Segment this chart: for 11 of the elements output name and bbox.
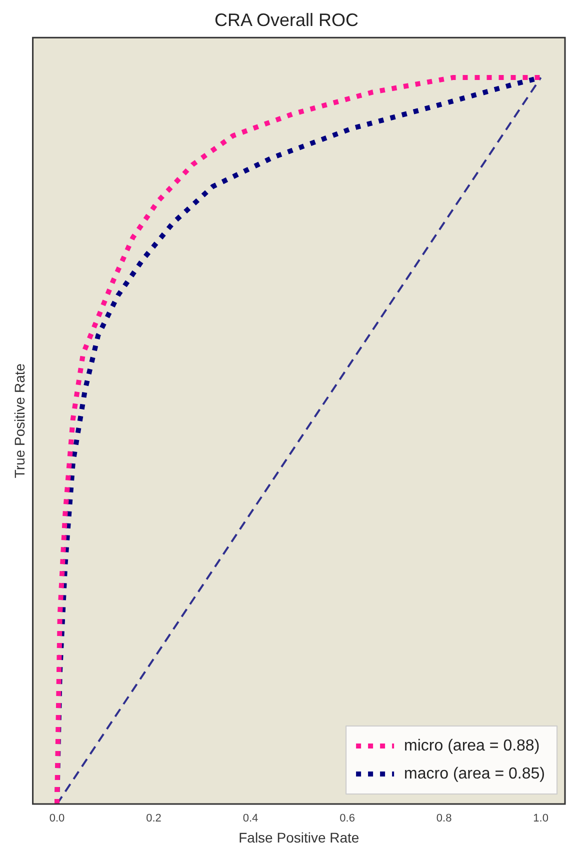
legend-label: macro (area = 0.85) [404, 765, 545, 782]
legend-label: micro (area = 0.88) [404, 737, 540, 754]
x-tick-label: 0.8 [436, 812, 452, 825]
x-axis-title: False Positive Rate [238, 829, 360, 846]
x-tick-label: 0.0 [49, 812, 65, 825]
x-tick-label: 0.4 [242, 812, 258, 825]
x-tick-label: 1.0 [533, 812, 548, 825]
chart-title: CRA Overall ROC [214, 10, 359, 30]
y-axis-title: True Positive Rate [11, 363, 28, 478]
x-tick-label: 0.6 [340, 812, 355, 825]
x-tick-label: 0.2 [146, 812, 162, 825]
